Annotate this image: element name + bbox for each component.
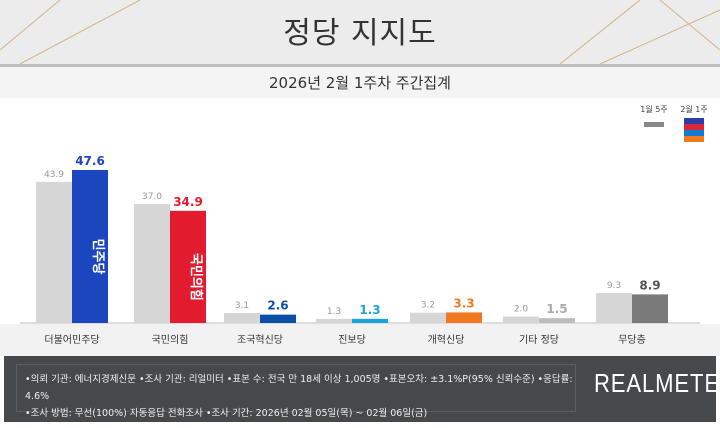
value-label-prev: 2.0 [514,305,529,315]
survey-info-line2: •조사 방법: 무선(100%) 자동응답 전화조사 •조사 기간: 2026년… [25,408,428,419]
value-label-prev: 43.9 [44,170,64,180]
legend: 1월 5주 2월 1주 [636,104,716,144]
category-label: 무당층 [618,334,646,346]
page-title: 정당 지지도 [283,16,437,51]
brand-logo: REALMETER [594,368,720,398]
value-label-prev: 3.2 [421,301,435,311]
page-subtitle: 2026년 2월 1주차 주간집계 [0,64,720,101]
value-label-prev: 37.0 [142,192,162,202]
bar-prev-3 [316,318,352,323]
bar-prev-6 [596,293,632,323]
party-logo: 국민의힘 [188,253,204,301]
bar-curr-5 [539,318,575,323]
value-label-prev: 1.3 [327,307,341,317]
value-label-curr: 2.6 [267,299,288,313]
bar-curr-2 [260,314,296,323]
category-label: 더불어민주당 [44,334,99,346]
decorative-lines [0,0,720,64]
bar-prev-0 [36,181,72,323]
bar-curr-6 [632,294,668,323]
bar-curr-3 [352,318,388,323]
value-label-curr: 47.6 [75,154,105,168]
legend-stripe [684,130,704,136]
survey-info-line1: •의뢰 기관: 에너지경제신문 •조사 기관: 리얼미터 •표본 수: 전국 만… [25,374,573,402]
value-label-curr: 3.3 [453,296,474,310]
bar-prev-1 [134,204,170,323]
footer: •의뢰 기관: 에너지경제신문 •조사 기관: 리얼미터 •표본 수: 전국 만… [4,356,720,422]
category-label: 기타 정당 [519,334,559,346]
value-label-curr: 8.9 [639,278,660,292]
value-label-curr: 1.5 [546,302,567,316]
survey-info: •의뢰 기관: 에너지경제신문 •조사 기관: 리얼미터 •표본 수: 전국 만… [16,364,576,419]
bar-curr-1 [170,210,206,323]
legend-curr-label: 2월 1주 [680,105,708,114]
category-band [0,324,720,356]
legend-stripe [684,124,704,130]
bar-curr-0 [72,170,108,323]
legend-prev: 1월 5주 [636,104,672,127]
legend-stripe [684,136,704,142]
legend-curr: 2월 1주 [676,104,712,142]
category-label: 조국혁신당 [237,334,283,346]
header-banner: 정당 지지도 [0,0,720,64]
category-label: 국민의힘 [152,334,189,346]
value-label-curr: 34.9 [173,195,203,209]
value-label-curr: 1.3 [359,303,380,317]
bar-prev-5 [503,316,539,323]
legend-stripe [684,118,704,124]
bar-curr-4 [446,312,482,323]
legend-prev-swatch [644,122,664,127]
value-label-prev: 9.3 [607,281,621,291]
party-logo: 민주당 [90,239,106,275]
legend-prev-label: 1월 5주 [640,105,668,114]
category-label: 진보당 [338,334,366,346]
value-label-prev: 3.1 [235,301,249,311]
bar-prev-4 [410,312,446,323]
legend-curr-swatch [684,118,704,142]
category-label: 개혁신당 [428,334,465,346]
bar-prev-2 [224,313,260,323]
